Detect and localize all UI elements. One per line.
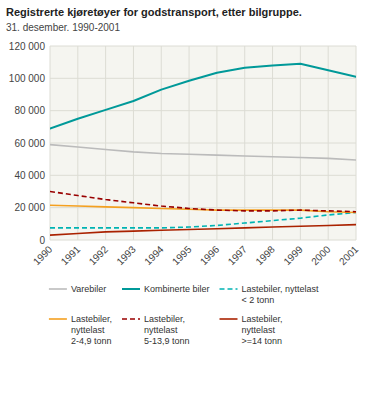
x-tick-label: 2000: [309, 243, 333, 267]
grid: [50, 46, 356, 240]
x-tick-label: 1998: [253, 243, 277, 267]
legend-label: Lastebiler,nyttelast>=14 tonn: [242, 314, 283, 346]
x-tick-label: 1993: [114, 243, 138, 267]
x-grid-line: [50, 46, 51, 240]
x-tick-label: 1990: [31, 243, 55, 267]
x-grid-line: [105, 46, 106, 240]
legend-label: Kombinerte biler: [144, 284, 210, 294]
legend-swatch: [49, 288, 67, 290]
axes: 0 20 000 40 000 60 000 80 000 100 000 120 000 1…: [9, 41, 361, 268]
legend-swatch: [49, 318, 67, 320]
legend-label: Lastebiler,nyttelast2-4,9 tonn: [71, 314, 112, 346]
x-tick-label: 1991: [59, 243, 83, 267]
x-tick-label: 1996: [198, 243, 222, 267]
series-line: [50, 192, 356, 212]
legend-swatch: [122, 288, 140, 290]
legend-item: Lastebiler, nyttelast< 2 tonn: [220, 284, 320, 305]
x-grid-line: [77, 46, 78, 240]
legend-label: Lastebiler,nyttelast5-13,9 tonn: [144, 314, 190, 346]
legend-label: Varebiler: [71, 284, 106, 294]
legend-label: Lastebiler, nyttelast< 2 tonn: [242, 284, 320, 305]
x-tick-label: 1992: [87, 243, 111, 267]
legend-item: Lastebiler,nyttelast2-4,9 tonn: [49, 314, 112, 346]
chart: Registrerte kjøretøyer for godstransport…: [0, 0, 368, 397]
y-tick-label: 20 000: [14, 202, 45, 213]
series-line: [50, 64, 356, 129]
plot-background: [50, 46, 356, 240]
x-grid-line: [133, 46, 134, 240]
lines: [50, 64, 356, 235]
legend-item: Kombinerte biler: [122, 284, 210, 294]
y-grid-line: [50, 143, 356, 144]
legend: Varebiler Kombinerte biler Lastebiler, nyt…: [49, 284, 319, 346]
legend-item: Lastebiler,nyttelast>=14 tonn: [220, 314, 283, 346]
x-grid-line: [161, 46, 162, 240]
subtitle: 31. desember. 1990-2001: [6, 22, 120, 33]
y-tick-label: 60 000: [14, 138, 45, 149]
y-grid-line: [50, 110, 356, 111]
y-grid-line: [50, 240, 356, 241]
y-tick-label: 40 000: [14, 170, 45, 181]
x-tick-label: 1999: [281, 243, 305, 267]
series-line: [50, 225, 356, 236]
legend-item: Varebiler: [49, 284, 106, 294]
x-tick-label: 1997: [226, 243, 250, 267]
x-tick-label: 2001: [337, 243, 361, 267]
legend-item: Lastebiler,nyttelast5-13,9 tonn: [122, 314, 190, 346]
y-tick-label: 120 000: [9, 41, 46, 52]
y-tick-label: 100 000: [9, 73, 46, 84]
x-tick-label: 1995: [170, 243, 194, 267]
legend-swatch: [220, 318, 238, 320]
x-tick-label: 1994: [142, 243, 166, 267]
legend-swatch: [220, 288, 238, 290]
y-tick-label: 80 000: [14, 105, 45, 116]
y-grid-line: [50, 175, 356, 176]
title: Registrerte kjøretøyer for godstransport…: [6, 6, 302, 18]
y-grid-line: [50, 78, 356, 79]
x-grid-line: [189, 46, 190, 240]
y-grid-line: [50, 46, 356, 47]
y-tick-label: 0: [39, 235, 45, 246]
series-line: [50, 145, 356, 160]
legend-swatch: [122, 318, 140, 320]
